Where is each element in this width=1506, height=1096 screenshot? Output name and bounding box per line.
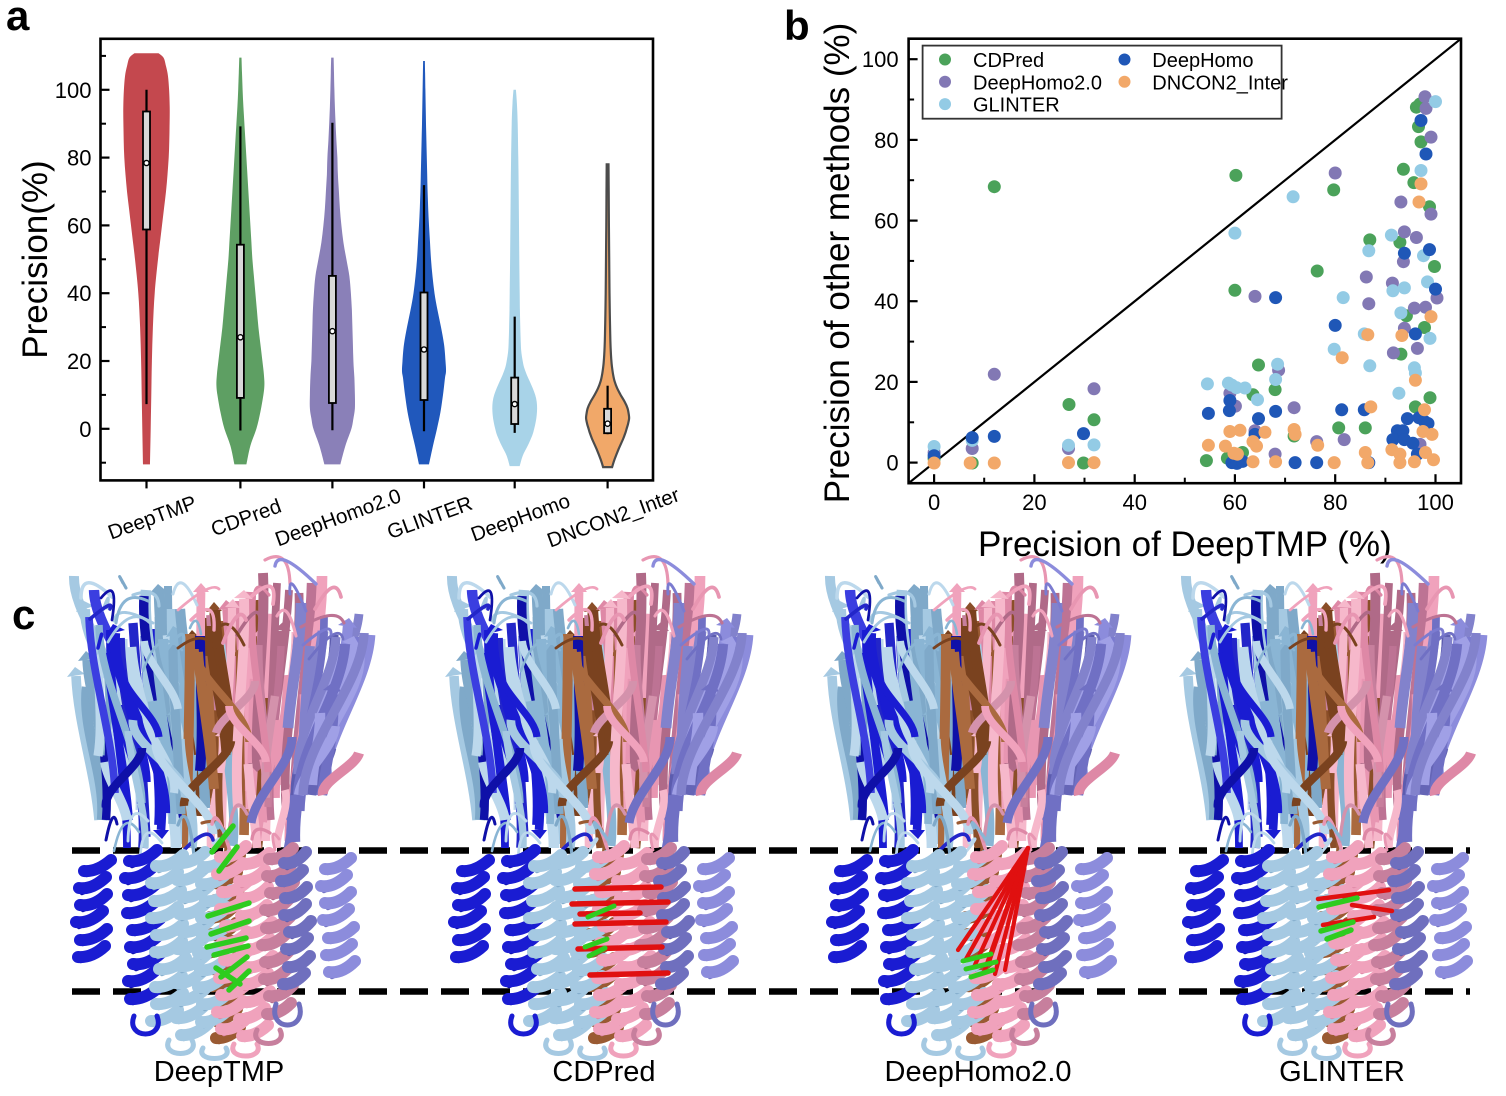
svg-text:100: 100 [55, 78, 92, 103]
svg-text:a: a [6, 0, 30, 39]
svg-text:60: 60 [1223, 490, 1247, 515]
svg-text:40: 40 [874, 289, 898, 314]
svg-text:20: 20 [874, 370, 898, 395]
svg-text:80: 80 [67, 146, 91, 171]
svg-text:CDPred: CDPred [552, 1056, 655, 1088]
svg-text:20: 20 [67, 349, 91, 374]
svg-text:40: 40 [67, 281, 91, 306]
svg-text:DeepHomo: DeepHomo [1152, 50, 1253, 72]
svg-text:Precision of DeepTMP (%): Precision of DeepTMP (%) [978, 525, 1392, 564]
svg-text:100: 100 [862, 47, 899, 72]
svg-text:DeepHomo2.0: DeepHomo2.0 [973, 72, 1102, 94]
svg-text:DNCON2_Inter: DNCON2_Inter [1152, 72, 1288, 94]
svg-text:Precision(%): Precision(%) [16, 160, 55, 358]
svg-text:40: 40 [1122, 490, 1146, 515]
svg-text:60: 60 [874, 209, 898, 234]
svg-text:c: c [12, 591, 35, 638]
svg-text:CDPred: CDPred [973, 50, 1044, 72]
svg-text:Precision of other methods (%): Precision of other methods (%) [818, 23, 857, 503]
svg-text:0: 0 [886, 451, 898, 476]
svg-text:GLINTER: GLINTER [973, 95, 1060, 117]
svg-text:0: 0 [79, 417, 91, 442]
svg-text:80: 80 [874, 128, 898, 153]
svg-text:0: 0 [928, 490, 940, 515]
svg-text:DeepHomo2.0: DeepHomo2.0 [885, 1056, 1072, 1088]
svg-text:20: 20 [1022, 490, 1046, 515]
svg-text:100: 100 [1417, 490, 1454, 515]
svg-text:80: 80 [1323, 490, 1347, 515]
svg-text:b: b [784, 2, 810, 49]
svg-text:GLINTER: GLINTER [1279, 1056, 1405, 1088]
svg-text:60: 60 [67, 213, 91, 238]
svg-text:DeepTMP: DeepTMP [154, 1056, 285, 1088]
